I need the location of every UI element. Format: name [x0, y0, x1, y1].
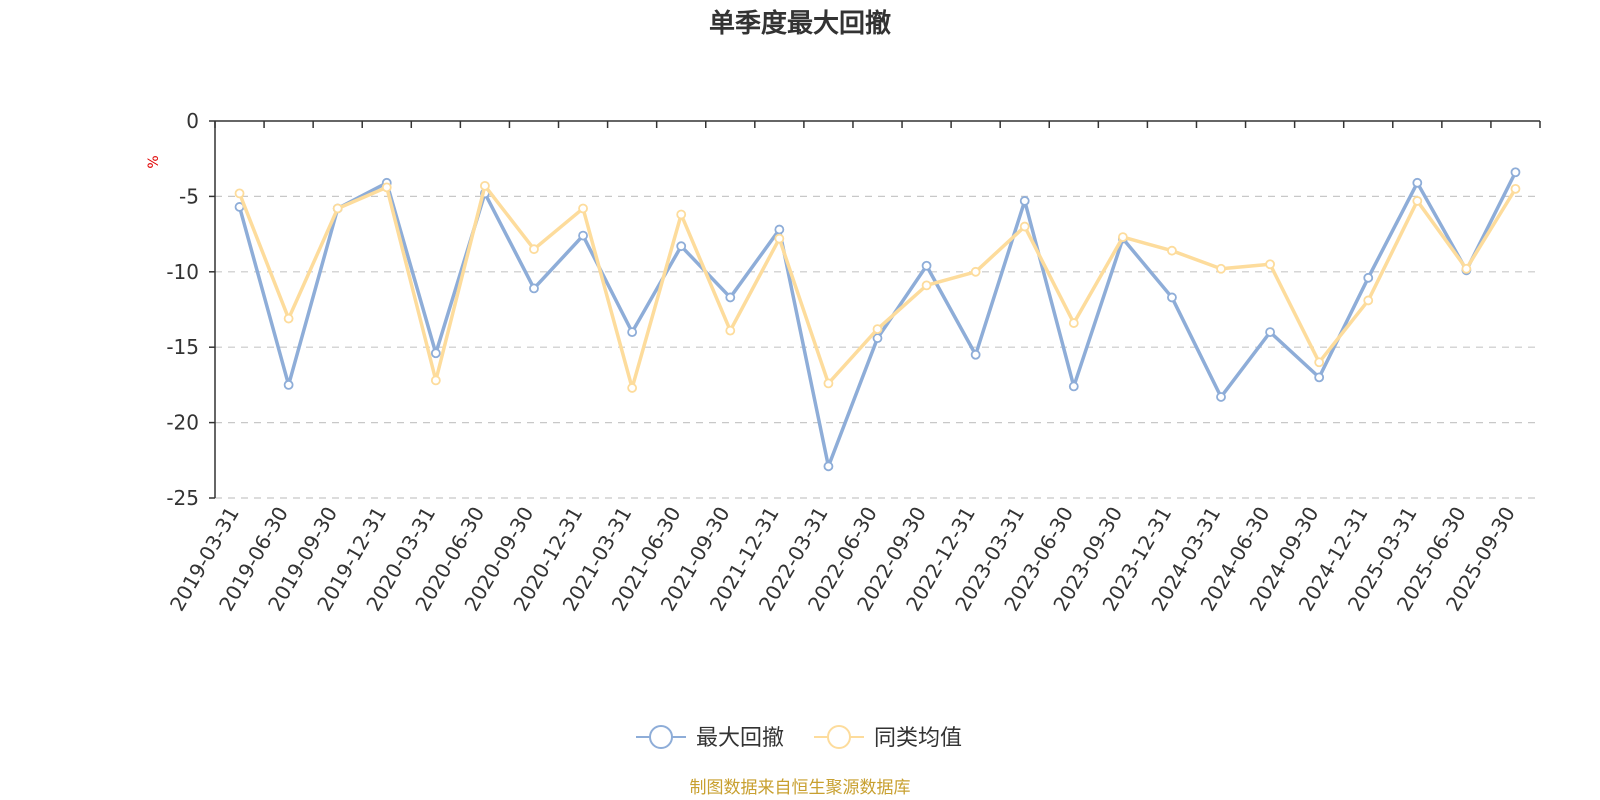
data-point[interactable]	[1510, 183, 1521, 194]
data-point[interactable]	[676, 209, 687, 220]
data-point[interactable]	[627, 327, 638, 338]
data-point[interactable]	[1314, 372, 1325, 383]
data-point[interactable]	[1314, 357, 1325, 368]
y-tick-label: -15	[166, 335, 199, 359]
data-point[interactable]	[627, 383, 638, 393]
data-point[interactable]	[529, 283, 539, 294]
data-point[interactable]	[1068, 381, 1079, 392]
series-layer	[234, 167, 1521, 472]
data-point[interactable]	[823, 461, 834, 472]
series-1	[234, 167, 1521, 472]
y-tick-label: -10	[166, 260, 199, 284]
data-point[interactable]	[529, 244, 539, 255]
data-point[interactable]	[1117, 232, 1128, 243]
data-point[interactable]	[430, 375, 441, 386]
data-point[interactable]	[1412, 196, 1423, 206]
data-point[interactable]	[480, 180, 490, 191]
data-point[interactable]	[1265, 259, 1275, 270]
chart-title: 单季度最大回撤	[709, 8, 891, 39]
legend-label: 最大回撤	[696, 726, 784, 751]
data-point[interactable]	[283, 379, 294, 390]
y-tick-label: -5	[179, 184, 199, 208]
data-point[interactable]	[1216, 392, 1226, 402]
data-point[interactable]	[578, 230, 588, 241]
data-point[interactable]	[381, 182, 392, 193]
source-note: 制图数据来自恒生聚源数据库	[690, 778, 911, 798]
data-point[interactable]	[970, 266, 981, 277]
data-point[interactable]	[921, 280, 932, 291]
data-point[interactable]	[1167, 292, 1177, 303]
data-point[interactable]	[872, 324, 883, 335]
y-tick-label: 0	[186, 109, 199, 133]
data-point[interactable]	[332, 203, 343, 214]
data-point[interactable]	[774, 224, 785, 235]
data-point[interactable]	[1363, 272, 1374, 283]
legend-label: 同类均值	[874, 726, 962, 751]
legend: 最大回撤 同类均值	[636, 725, 962, 751]
data-point[interactable]	[921, 260, 932, 271]
data-point[interactable]	[1019, 221, 1030, 232]
data-point[interactable]	[676, 241, 687, 252]
data-point[interactable]	[774, 233, 785, 244]
series-2	[234, 180, 1521, 393]
data-point[interactable]	[823, 378, 834, 389]
data-point[interactable]	[970, 349, 981, 360]
grid-lines	[215, 195, 1540, 499]
y-tick-label: -20	[166, 411, 199, 435]
legend-item[interactable]: 最大回撤	[636, 725, 784, 751]
legend-item[interactable]: 同类均值	[814, 725, 962, 751]
data-point[interactable]	[1265, 327, 1275, 338]
legend-marker	[649, 725, 673, 749]
data-point[interactable]	[872, 333, 883, 344]
legend-marker	[827, 725, 851, 749]
data-point[interactable]	[1510, 167, 1521, 178]
data-point[interactable]	[1019, 196, 1030, 206]
data-point[interactable]	[725, 325, 736, 336]
series-line	[237, 184, 1518, 390]
data-point[interactable]	[283, 313, 294, 324]
data-point[interactable]	[1068, 318, 1079, 328]
data-point[interactable]	[1363, 295, 1374, 306]
y-tick-label: -25	[166, 486, 199, 510]
data-point[interactable]	[578, 203, 588, 214]
data-point[interactable]	[1412, 177, 1423, 188]
data-point[interactable]	[430, 348, 441, 359]
axes: 0-5-10-15-20-252019-03-312019-06-302019-…	[165, 109, 1541, 615]
data-point[interactable]	[1461, 263, 1472, 274]
data-point[interactable]	[234, 188, 245, 199]
data-point[interactable]	[725, 292, 736, 303]
data-point[interactable]	[1167, 245, 1177, 256]
data-point[interactable]	[1216, 263, 1226, 274]
y-axis-unit-label: %	[146, 155, 162, 168]
